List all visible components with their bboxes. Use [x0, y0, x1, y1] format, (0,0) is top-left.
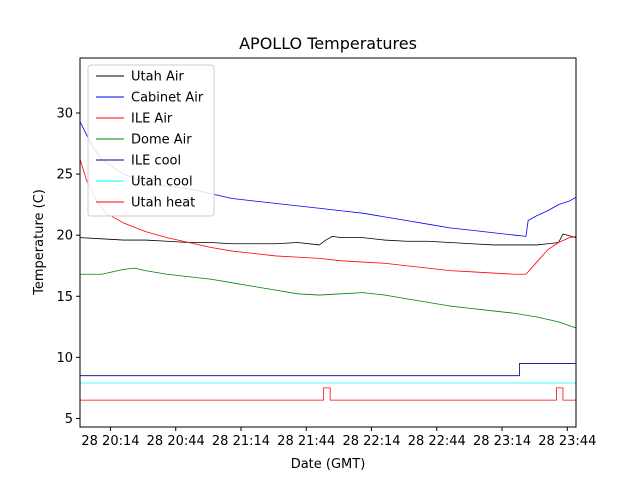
y-tick-label: 20 — [56, 229, 73, 244]
series-line-ile-cool — [80, 363, 576, 377]
legend-label: Cabinet Air — [131, 91, 204, 106]
legend-label: ILE Air — [131, 112, 173, 127]
legend-label: Utah cool — [131, 175, 193, 190]
series-line-dome-air — [80, 267, 577, 329]
chart-title: APOLLO Temperatures — [239, 34, 417, 53]
axes-layer: 5 10 15 20 25 30 28 20:14 28 20:44 28 21:14 28 21… — [56, 106, 596, 449]
y-tick-label: 5 — [65, 412, 73, 427]
x-tick-label: 28 20:14 — [81, 434, 139, 449]
x-tick-label: 28 23:14 — [473, 434, 531, 449]
x-tick-label: 28 20:44 — [147, 434, 205, 449]
legend-label: Dome Air — [131, 133, 192, 148]
legend: Utah Air Cabinet Air ILE Air Dome Air ILE co… — [87, 64, 215, 217]
series-line-ile-air — [79, 159, 577, 275]
legend-label: Utah heat — [131, 196, 195, 211]
x-tick-label: 28 21:44 — [277, 434, 335, 449]
x-tick-label: 28 21:14 — [212, 434, 270, 449]
legend-box — [87, 64, 215, 217]
y-tick-label: 30 — [56, 106, 73, 121]
x-tick-label: 28 23:44 — [538, 434, 596, 449]
series-line-utah-air — [79, 233, 577, 246]
y-tick-label: 10 — [56, 351, 73, 366]
legend-label: ILE cool — [131, 154, 181, 169]
x-tick-label: 28 22:14 — [342, 434, 400, 449]
y-tick-label: 15 — [56, 290, 73, 305]
legend-label: Utah Air — [131, 70, 184, 85]
y-axis-label: Temperature (C) — [32, 189, 47, 296]
y-tick-label: 25 — [56, 168, 73, 183]
x-tick-label: 28 22:44 — [408, 434, 466, 449]
plot-area-frame — [79, 57, 577, 428]
x-axis-label: Date (GMT) — [291, 457, 366, 472]
series-line-utah-heat — [80, 387, 576, 401]
